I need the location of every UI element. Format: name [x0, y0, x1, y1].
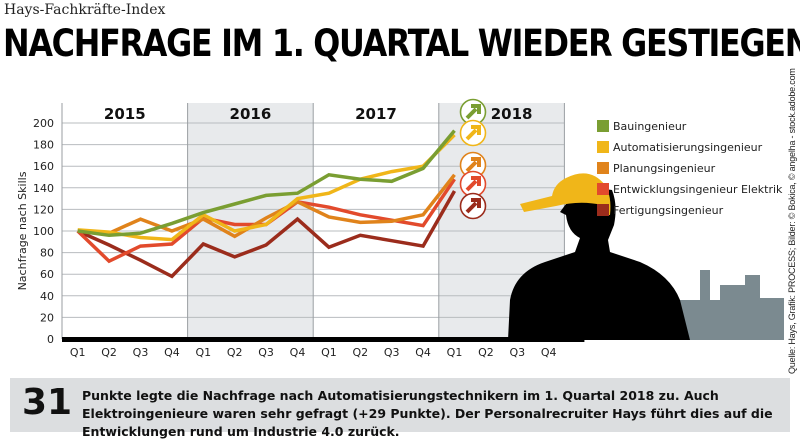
- x-tick-label: Q4: [290, 346, 306, 359]
- y-tick-label: 140: [33, 182, 54, 195]
- x-tick-label: Q4: [164, 346, 180, 359]
- y-tick-label: 0: [47, 333, 54, 346]
- legend-swatch: [597, 162, 609, 174]
- x-tick-label: Q3: [509, 346, 525, 359]
- y-tick-label: 60: [40, 268, 54, 281]
- x-tick-label: Q1: [321, 346, 337, 359]
- year-label: 2016: [230, 105, 272, 123]
- legend-swatch: [597, 183, 609, 195]
- info-box: 31 Punkte legte die Nachfrage nach Autom…: [10, 378, 790, 432]
- x-tick-label: Q3: [133, 346, 149, 359]
- legend-swatch: [597, 204, 609, 216]
- year-label: 2018: [491, 105, 533, 123]
- x-tick-label: Q2: [227, 346, 243, 359]
- x-tick-label: Q2: [478, 346, 494, 359]
- x-tick-label: Q2: [101, 346, 117, 359]
- x-tick-label: Q1: [447, 346, 463, 359]
- trend-up-arrow-icon: [461, 121, 486, 146]
- legend-label: Planungsingenieur: [613, 162, 716, 175]
- highlight-number: 31: [22, 382, 72, 423]
- x-tick-label: Q1: [70, 346, 86, 359]
- legend-swatch: [597, 141, 609, 153]
- trend-up-arrow-icon: [461, 194, 486, 219]
- info-text: Punkte legte die Nachfrage nach Automati…: [82, 387, 782, 441]
- year-label: 2017: [355, 105, 397, 123]
- y-tick-label: 160: [33, 160, 54, 173]
- x-tick-label: Q3: [384, 346, 400, 359]
- y-tick-label: 80: [40, 247, 54, 260]
- y-tick-label: 200: [33, 117, 54, 130]
- y-tick-label: 100: [33, 225, 54, 238]
- x-tick-label: Q3: [258, 346, 274, 359]
- legend-label: Automatisierungsingenieur: [613, 141, 763, 154]
- year-label: 2015: [104, 105, 146, 123]
- legend-label: Entwicklungsingenieur Elektrik: [613, 183, 783, 196]
- y-tick-label: 120: [33, 203, 54, 216]
- source-credit: Quelle: Hays, Grafik: PROCESS; Bilder: ©…: [787, 68, 798, 374]
- legend-label: Fertigungsingenieur: [613, 204, 724, 217]
- x-tick-label: Q1: [195, 346, 211, 359]
- y-tick-label: 40: [40, 290, 54, 303]
- y-tick-label: 180: [33, 139, 54, 152]
- x-tick-label: Q4: [541, 346, 557, 359]
- legend-swatch: [597, 120, 609, 132]
- x-tick-label: Q2: [352, 346, 368, 359]
- y-tick-label: 20: [40, 311, 54, 324]
- x-tick-label: Q4: [415, 346, 431, 359]
- x-axis: [62, 337, 584, 342]
- y-axis-label: Nachfrage nach Skills: [16, 171, 29, 290]
- legend-label: Bauingenieur: [613, 120, 687, 133]
